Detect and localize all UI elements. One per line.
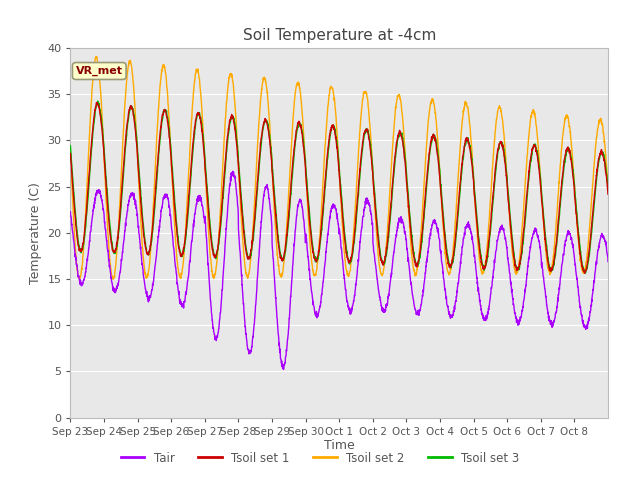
Y-axis label: Temperature (C): Temperature (C) xyxy=(29,182,42,284)
X-axis label: Time: Time xyxy=(324,439,355,453)
Title: Soil Temperature at -4cm: Soil Temperature at -4cm xyxy=(243,28,436,43)
Text: VR_met: VR_met xyxy=(76,66,123,76)
Legend: Tair, Tsoil set 1, Tsoil set 2, Tsoil set 3: Tair, Tsoil set 1, Tsoil set 2, Tsoil se… xyxy=(116,447,524,469)
